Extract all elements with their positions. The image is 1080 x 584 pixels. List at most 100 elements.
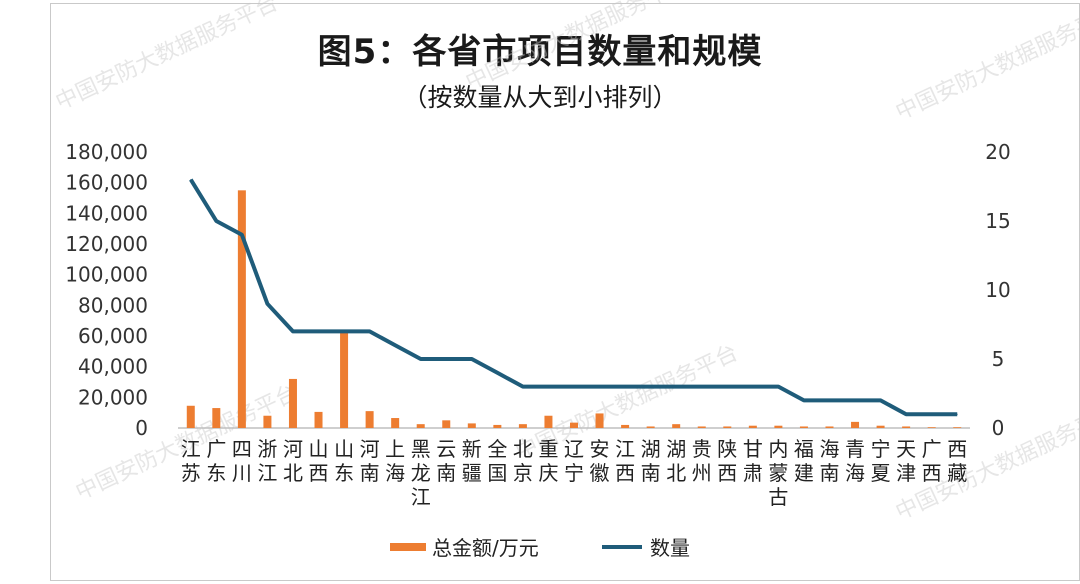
category-label: 福建 [794, 437, 814, 485]
bar [774, 425, 783, 428]
line-point [752, 386, 754, 388]
line-point [599, 386, 601, 388]
line-point [318, 330, 320, 332]
category-label: 贵州 [692, 437, 712, 485]
watermark-text: 中国安防大数据服务平台 [52, 0, 282, 115]
category-label: 黑龙江 [411, 437, 431, 509]
line-point [777, 386, 779, 388]
line-point [624, 386, 626, 388]
line-point [445, 358, 447, 360]
category-label: 甘肃 [743, 437, 763, 485]
category-label: 山西 [309, 437, 329, 485]
line-path [189, 178, 958, 417]
bar [646, 426, 655, 428]
bar [212, 408, 221, 428]
category-label: 河南 [360, 437, 380, 485]
right-axis-tick-label: 20 [985, 140, 1010, 164]
right-axis-tick-label: 5 [992, 347, 1005, 371]
chart-subtitle: （按数量从大到小排列） [402, 83, 678, 112]
line-point [266, 303, 268, 305]
bar [518, 424, 527, 428]
right-axis-tick-label: 0 [992, 416, 1005, 440]
line-point [522, 386, 524, 388]
line-point [701, 386, 703, 388]
left-axis-tick-label: 160,000 [65, 171, 148, 195]
bar [927, 427, 936, 428]
line-point [394, 344, 396, 346]
bar [288, 378, 297, 428]
bar [467, 423, 476, 428]
line-point [573, 386, 575, 388]
legend-bar-label: 总金额/万元 [432, 536, 539, 560]
line-point [496, 372, 498, 374]
bar [697, 426, 706, 428]
line-point [803, 399, 805, 401]
category-label: 上海 [385, 437, 405, 485]
category-label: 江西 [615, 437, 635, 485]
line-point [650, 386, 652, 388]
bar [493, 424, 502, 428]
bar [723, 426, 732, 428]
line-point [905, 413, 907, 415]
category-label: 湖北 [666, 437, 686, 485]
bar [825, 426, 834, 428]
line-point [931, 413, 933, 415]
category-label: 青海 [845, 437, 865, 485]
category-label: 陕西 [717, 437, 737, 485]
category-label: 山东 [334, 437, 354, 485]
bar [595, 413, 604, 428]
category-label: 海南 [819, 437, 839, 485]
line-point [369, 330, 371, 332]
category-label: 天津 [896, 437, 916, 485]
legend-line-label: 数量 [650, 536, 690, 560]
line-point [956, 413, 958, 415]
category-label: 内蒙古 [768, 437, 788, 509]
right-axis-tick-label: 15 [985, 209, 1010, 233]
category-label: 湖南 [641, 437, 661, 485]
bar [748, 425, 757, 428]
bar-series [186, 190, 962, 428]
watermark-text: 中国安防大数据服务平台 [462, 0, 692, 95]
category-label: 全国 [487, 437, 507, 485]
category-label: 重庆 [538, 437, 558, 485]
category-label: 辽宁 [564, 437, 584, 485]
line-point [241, 234, 243, 236]
line-point [215, 220, 217, 222]
bar [365, 411, 374, 428]
left-axis-tick-label: 100,000 [65, 263, 148, 287]
bar [799, 426, 808, 428]
line-point [190, 179, 192, 181]
category-label: 北京 [513, 437, 533, 485]
category-labels: 江苏广东四川浙江河北山西山东河南上海黑龙江云南新疆全国北京重庆辽宁安徽江西湖南湖… [181, 437, 967, 509]
line-point [471, 358, 473, 360]
line-point [292, 330, 294, 332]
category-label: 新疆 [462, 437, 482, 485]
legend: 总金额/万元 数量 [390, 536, 690, 560]
bar [851, 421, 860, 428]
chart-title: 图5：各省市项目数量和规模 [317, 32, 763, 72]
bar [442, 420, 451, 428]
line-point [726, 386, 728, 388]
category-label: 四川 [232, 437, 252, 485]
line-point [675, 386, 677, 388]
line-point [343, 330, 345, 332]
right-axis-ticks: 0 5 10 15 20 [985, 140, 1010, 440]
bar [391, 418, 400, 428]
left-axis-tick-label: 20,000 [78, 385, 148, 409]
bar [237, 190, 246, 428]
watermark-text: 中国安防大数据服务平台 [892, 400, 1080, 525]
category-label: 宁夏 [871, 437, 891, 485]
bar [902, 426, 911, 428]
category-label: 江苏 [181, 437, 201, 485]
left-axis-tick-label: 140,000 [65, 201, 148, 225]
category-label: 西藏 [947, 437, 967, 485]
bar [570, 422, 578, 428]
line-point [854, 399, 856, 401]
bar [953, 427, 962, 428]
right-axis-tick-label: 10 [985, 278, 1010, 302]
bar [876, 425, 885, 428]
line-point [828, 399, 830, 401]
bar [672, 424, 681, 428]
bar [544, 415, 553, 428]
left-axis-tick-label: 80,000 [78, 293, 148, 317]
